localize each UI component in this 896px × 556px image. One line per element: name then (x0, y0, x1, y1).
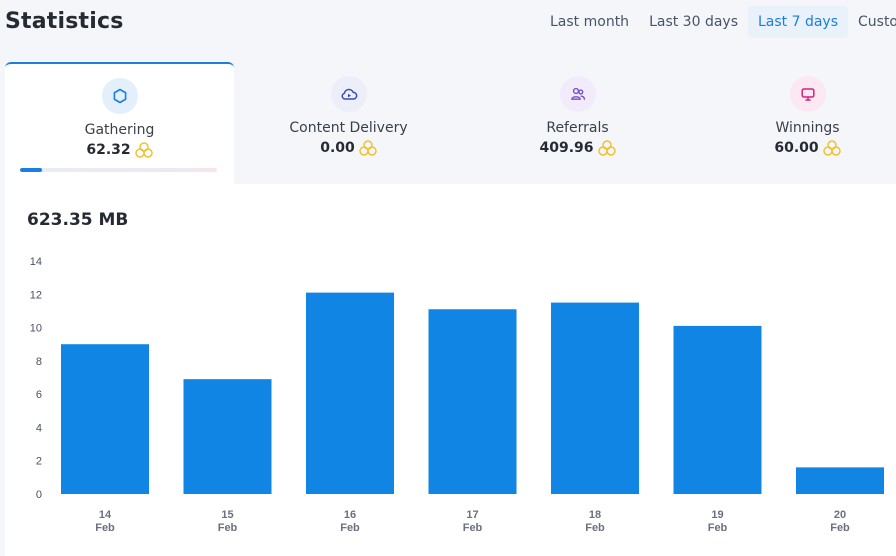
bar[interactable] (796, 467, 884, 494)
card-winnings[interactable]: Winnings 60.00 (693, 62, 896, 184)
x-tick-month: Feb (708, 522, 728, 534)
date-range-selector: Last month Last 30 days Last 7 days Cust… (540, 6, 896, 38)
card-label: Referrals (546, 120, 609, 136)
y-tick-label: 14 (30, 256, 42, 268)
x-tick-day: 17 (466, 509, 478, 521)
x-tick-day: 16 (344, 509, 356, 521)
card-value: 409.96 (539, 140, 594, 156)
cloud-play-icon (330, 76, 367, 112)
y-tick-label: 12 (30, 289, 42, 301)
x-tick-month: Feb (95, 522, 115, 534)
x-tick-day: 14 (99, 509, 112, 521)
x-tick-day: 20 (834, 509, 846, 521)
x-tick-month: Feb (585, 522, 605, 534)
x-tick-month: Feb (218, 522, 238, 534)
stat-cards: Gathering 62.32 Content Delivery 0.00 Re… (5, 62, 896, 184)
card-label: Content Delivery (289, 120, 408, 136)
coin-icon (822, 140, 841, 156)
page-title: Statistics (5, 9, 124, 34)
card-value-row: 60.00 (693, 140, 896, 156)
progress-fill (20, 168, 42, 172)
hexagon-icon (101, 78, 138, 114)
card-value-row: 409.96 (463, 140, 692, 156)
y-tick-label: 2 (36, 456, 42, 468)
chart-panel: 623.35 MB 0 2 4 6 8 10 12 14 14 Feb 15 Feb 16 Feb 17 Fe… (5, 184, 896, 556)
coin-icon (597, 140, 616, 156)
bar-chart: 0246810121414Feb15Feb16Feb17Feb18Feb19Fe… (30, 256, 884, 534)
card-referrals[interactable]: Referrals 409.96 (463, 62, 692, 184)
range-last-7-days[interactable]: Last 7 days (747, 6, 848, 38)
bar[interactable] (673, 325, 762, 494)
range-last-30-days[interactable]: Last 30 days (649, 14, 738, 30)
card-value-row: 62.32 (5, 142, 234, 158)
bar[interactable] (551, 302, 639, 494)
y-tick-label: 10 (30, 323, 42, 335)
x-tick-day: 18 (589, 509, 601, 521)
y-tick-label: 8 (36, 356, 42, 368)
gathering-progress-bar (20, 168, 217, 172)
card-value: 62.32 (86, 142, 131, 158)
card-value-row: 0.00 (234, 140, 463, 156)
card-label: Winnings (775, 120, 840, 136)
card-content-delivery[interactable]: Content Delivery 0.00 (234, 62, 463, 184)
coin-icon (134, 142, 153, 158)
x-tick-month: Feb (463, 522, 483, 534)
card-label: Gathering (84, 122, 155, 138)
bar[interactable] (61, 344, 149, 494)
trophy-icon (789, 76, 826, 112)
x-tick-month: Feb (830, 522, 850, 534)
card-value: 0.00 (320, 140, 355, 156)
y-tick-label: 4 (36, 422, 42, 434)
y-tick-label: 6 (36, 389, 42, 401)
card-value: 60.00 (774, 140, 819, 156)
x-tick-day: 15 (221, 509, 233, 521)
total-traffic: 623.35 MB (27, 210, 129, 230)
users-icon (559, 76, 596, 112)
x-tick-month: Feb (340, 522, 360, 534)
bar[interactable] (306, 292, 394, 494)
bar[interactable] (183, 379, 272, 494)
coin-icon (359, 140, 377, 156)
x-tick-day: 19 (711, 509, 723, 521)
range-last-month[interactable]: Last month (550, 14, 630, 30)
y-tick-label: 0 (36, 489, 42, 501)
bar[interactable] (428, 309, 517, 494)
range-custom[interactable]: Custom (858, 14, 896, 30)
card-gathering[interactable]: Gathering 62.32 (5, 62, 234, 184)
